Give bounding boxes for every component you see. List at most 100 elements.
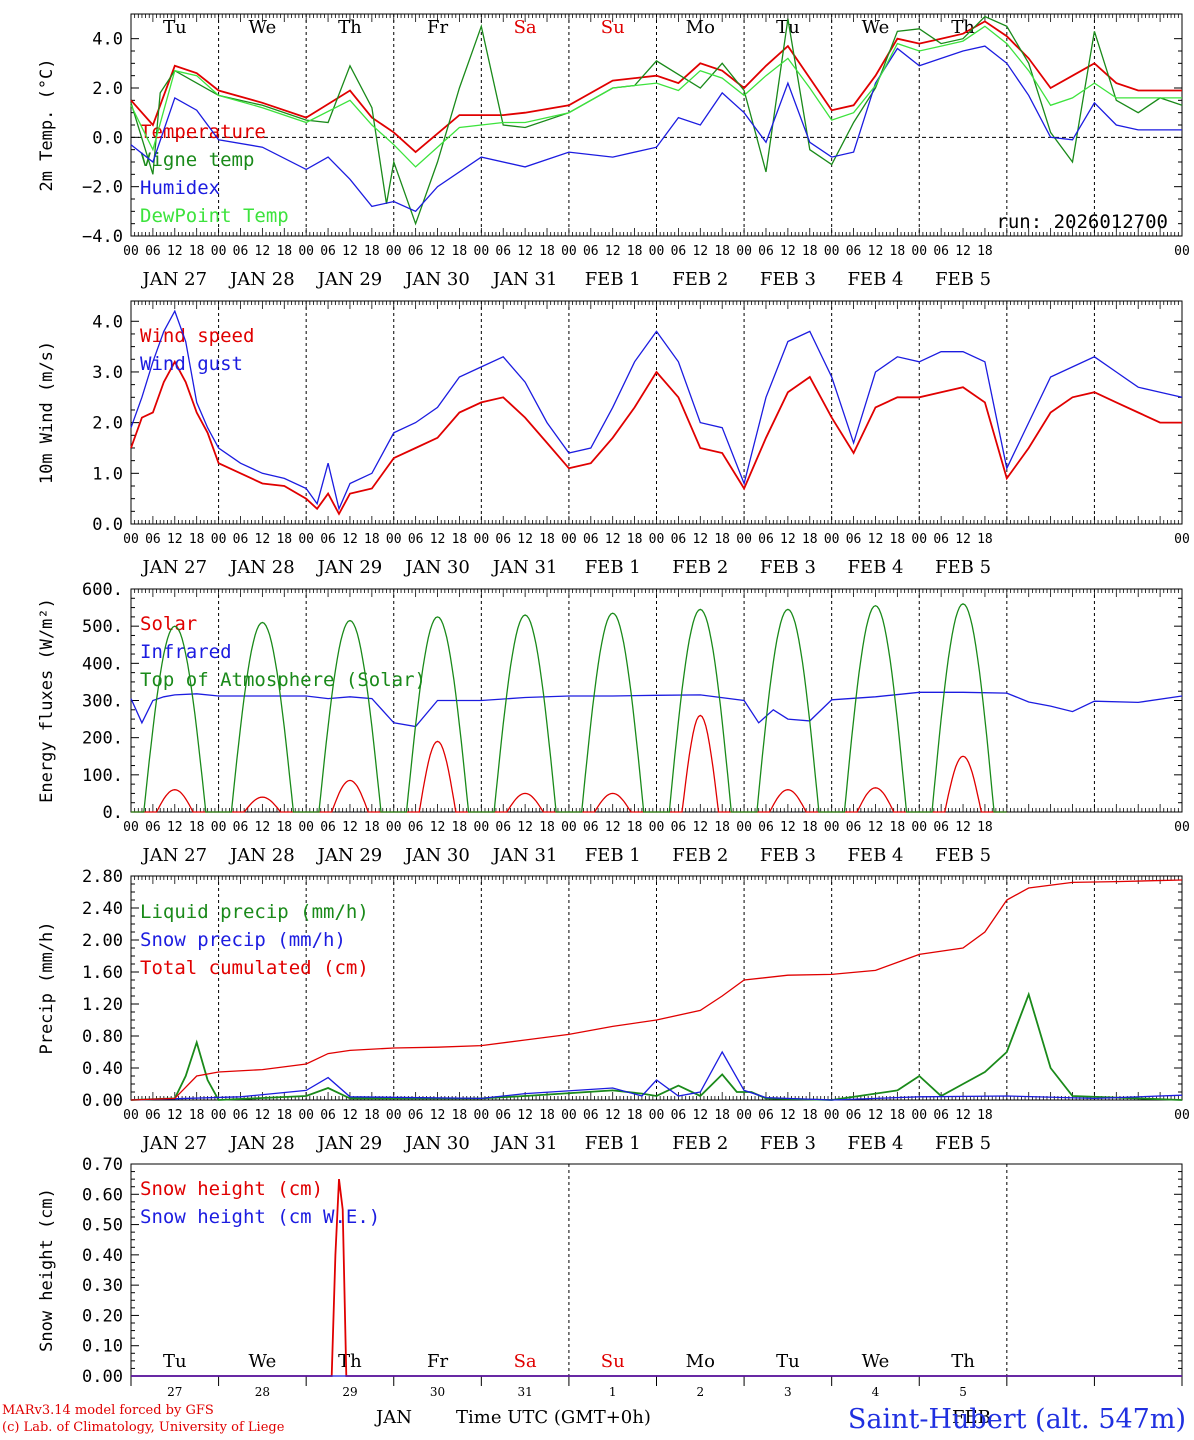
legend-liquid-precip-mm-h-: Liquid precip (mm/h) (140, 901, 369, 923)
x-date-label: FEB 1 (585, 269, 641, 290)
x-hour-label: 18 (276, 820, 292, 835)
x-date-label: FEB 2 (672, 1133, 728, 1154)
month-label-jan: JAN (376, 1407, 412, 1428)
x-hour-label: 12 (255, 1108, 271, 1123)
y-tick-label: 4.0 (92, 312, 123, 332)
x-hour-label: 00 (474, 532, 490, 547)
y-tick-label: 0.80 (82, 1027, 123, 1047)
day-number-label: 4 (872, 1385, 880, 1399)
x-hour-label: 06 (495, 244, 511, 259)
x-hour-label: 06 (758, 1108, 774, 1123)
x-hour-label: 12 (255, 532, 271, 547)
x-date-label: FEB 1 (585, 1133, 641, 1154)
weekday-label: Su (601, 1351, 625, 1372)
panel-precip: 0.00 0.40 0.80 1.20 1.60 2.00 2.40 2.80 Precip (… (37, 867, 1190, 1154)
weekday-label: Sa (514, 1351, 537, 1372)
legend-temperature: Temperature (140, 121, 266, 143)
x-hour-label: 06 (758, 820, 774, 835)
x-hour-label: 00 (123, 820, 139, 835)
y-tick-label: 0.0 (92, 515, 123, 535)
x-hour-label: 12 (430, 244, 446, 259)
x-hour-label: 00 (911, 820, 927, 835)
y-tick-label: 0.30 (82, 1276, 123, 1296)
x-hour-label: 00 (561, 1108, 577, 1123)
x-hour-label: 06 (495, 1108, 511, 1123)
y-tick-label: 1.60 (82, 963, 123, 983)
weekday-label: We (862, 17, 890, 38)
x-hour-label: 18 (890, 1108, 906, 1123)
weekday-label: We (862, 1351, 890, 1372)
x-hour-label: 12 (868, 1108, 884, 1123)
x-date-label: JAN 29 (316, 1133, 383, 1154)
x-date-label: FEB 4 (847, 845, 903, 866)
legend-snow-height-cm-w-e-: Snow height (cm W.E.) (140, 1206, 380, 1228)
x-hour-label: 00 (211, 1108, 227, 1123)
x-date-label: FEB 1 (585, 557, 641, 578)
legend-dewpoint-temp: DewPoint Temp (140, 205, 289, 227)
x-hour-label: 12 (517, 244, 533, 259)
y-tick-label: 2.80 (82, 867, 123, 887)
x-hour-label: 06 (145, 244, 161, 259)
panel-temp: −4.0 −2.0 0.0 2.0 4.0 2m Temp. (°C) 00 06 12 18 JA… (37, 13, 1190, 290)
x-date-label: FEB 2 (672, 557, 728, 578)
y-tick-label: 0.0 (92, 128, 123, 148)
x-hour-label: 18 (539, 820, 555, 835)
x-hour-label: 00 (1174, 820, 1190, 835)
model-credit-line1: MARv3.14 model forced by GFS (2, 1403, 214, 1418)
x-date-label: JAN 30 (403, 1133, 470, 1154)
x-hour-label: 06 (408, 532, 424, 547)
x-hour-label: 12 (430, 820, 446, 835)
x-hour-label: 06 (671, 1108, 687, 1123)
x-hour-label: 18 (452, 1108, 468, 1123)
x-hour-label: 18 (977, 820, 993, 835)
y-tick-label: 0.20 (82, 1306, 123, 1326)
day-number-label: 5 (959, 1385, 967, 1399)
x-hour-label: 00 (474, 1108, 490, 1123)
x-date-label: FEB 5 (935, 557, 991, 578)
legend-humidex: Humidex (140, 177, 220, 199)
x-hour-label: 00 (824, 820, 840, 835)
x-date-label: JAN 28 (228, 269, 295, 290)
legend-wind-speed: Wind speed (140, 325, 254, 347)
x-date-label: FEB 3 (760, 1133, 816, 1154)
x-hour-label: 00 (824, 532, 840, 547)
weekday-label: We (249, 1351, 277, 1372)
x-hour-label: 18 (452, 244, 468, 259)
x-hour-label: 06 (320, 820, 336, 835)
y-axis-title: Energy fluxes (W/m²) (37, 598, 57, 803)
y-axis-title: Precip (mm/h) (37, 921, 57, 1054)
x-hour-label: 12 (780, 244, 796, 259)
x-hour-label: 18 (977, 1108, 993, 1123)
x-date-label: JAN 28 (228, 557, 295, 578)
x-axis-title: Time UTC (GMT+0h) (456, 1407, 651, 1428)
x-hour-label: 18 (802, 820, 818, 835)
x-hour-label: 18 (714, 532, 730, 547)
x-hour-label: 12 (868, 532, 884, 547)
x-hour-label: 18 (977, 532, 993, 547)
y-tick-label: 300. (82, 692, 123, 712)
x-hour-label: 00 (649, 532, 665, 547)
x-hour-label: 00 (736, 532, 752, 547)
x-hour-label: 12 (692, 1108, 708, 1123)
x-hour-label: 18 (364, 244, 380, 259)
day-number-label: 3 (784, 1385, 792, 1399)
x-hour-label: 18 (364, 532, 380, 547)
y-tick-label: 0.40 (82, 1246, 123, 1266)
x-hour-label: 12 (605, 244, 621, 259)
x-hour-label: 00 (474, 244, 490, 259)
x-hour-label: 00 (561, 532, 577, 547)
y-tick-label: 1.0 (92, 464, 123, 484)
x-hour-label: 06 (933, 244, 949, 259)
x-hour-label: 18 (714, 1108, 730, 1123)
model-credit: MARv3.14 model forced by GFS (c) Lab. of… (2, 1402, 284, 1436)
x-hour-label: 12 (517, 1108, 533, 1123)
series-total-cumulated-cm- (130, 879, 1183, 1101)
x-hour-label: 12 (955, 532, 971, 547)
x-hour-label: 06 (671, 820, 687, 835)
x-date-label: FEB 3 (760, 557, 816, 578)
x-hour-label: 06 (583, 1108, 599, 1123)
y-tick-label: 200. (82, 729, 123, 749)
x-hour-label: 18 (189, 820, 205, 835)
x-hour-label: 06 (583, 532, 599, 547)
